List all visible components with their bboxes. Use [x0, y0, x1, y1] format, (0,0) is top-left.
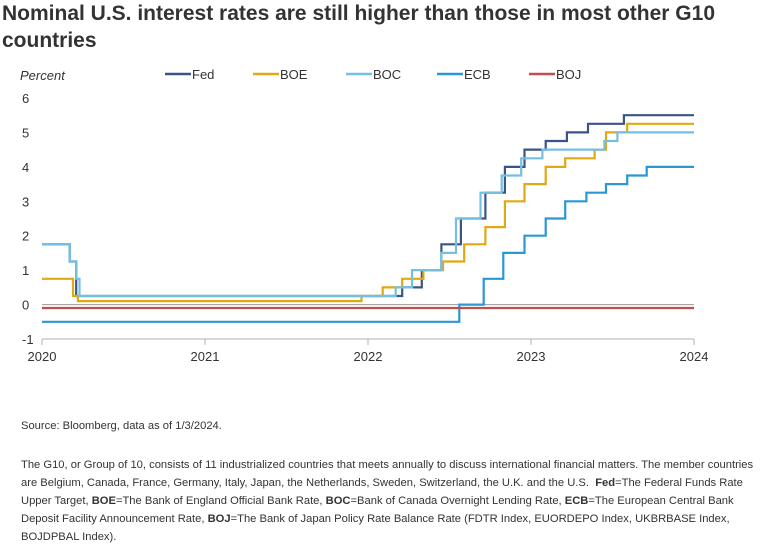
footnote-boe-text: =The Bank of England Official Bank Rate, — [115, 495, 323, 507]
y-tick-label: 4 — [22, 160, 29, 175]
series-line-ecb — [42, 165, 694, 323]
legend-label-boc: BOC — [373, 67, 401, 82]
legend-label-ecb: ECB — [464, 67, 491, 82]
y-axis-title: Percent — [20, 68, 66, 83]
y-tick-label: 0 — [22, 298, 29, 313]
x-tick-label: 2023 — [517, 349, 546, 364]
y-tick-label: -1 — [22, 332, 34, 347]
footnote-intro: The G10, or Group of 10, consists of 11 … — [21, 459, 754, 489]
source-note: Source: Bloomberg, data as of 1/3/2024. — [21, 420, 222, 432]
footnote: The G10, or Group of 10, consists of 11 … — [21, 456, 766, 546]
footnote-boc-text: =Bank of Canada Overnight Lending Rate, — [350, 495, 562, 507]
y-tick-label: 6 — [22, 91, 29, 106]
x-tick-label: 2024 — [680, 349, 709, 364]
x-tick-label: 2022 — [354, 349, 383, 364]
footnote-boe-key: BOE — [91, 495, 116, 507]
y-tick-label: 1 — [22, 263, 29, 278]
chart-title: Nominal U.S. interest rates are still hi… — [2, 2, 715, 52]
footnote-boj-key: BOJ — [207, 513, 231, 525]
legend-label-boe: BOE — [280, 67, 308, 82]
line-chart: Percent 6 5 4 3 2 1 0 -1 2020 2021 2022 2023 2024 Fed B… — [20, 67, 709, 364]
y-tick-label: 5 — [22, 125, 29, 140]
legend-label-boj: BOJ — [556, 67, 581, 82]
series-line-boe — [42, 122, 694, 303]
footnote-boj-text: =The Bank of Japan Policy Rate Balance R… — [21, 513, 730, 543]
y-tick-label: 3 — [22, 194, 29, 209]
series-line-boc — [42, 131, 694, 298]
x-tick-label: 2020 — [28, 349, 57, 364]
footnote-fed-text: =The Federal Funds Rate Upper Target, — [21, 477, 743, 507]
footnote-ecb-key: ECB — [564, 495, 589, 507]
footnote-fed-key: Fed — [595, 477, 616, 489]
x-tick-label: 2021 — [191, 349, 220, 364]
legend-label-fed: Fed — [192, 67, 214, 82]
series-line-fed — [42, 114, 694, 298]
footnote-ecb-text: =The European Central Bank Deposit Facil… — [21, 495, 734, 525]
y-tick-label: 2 — [22, 229, 29, 244]
footnote-boc-key: BOC — [325, 495, 351, 507]
